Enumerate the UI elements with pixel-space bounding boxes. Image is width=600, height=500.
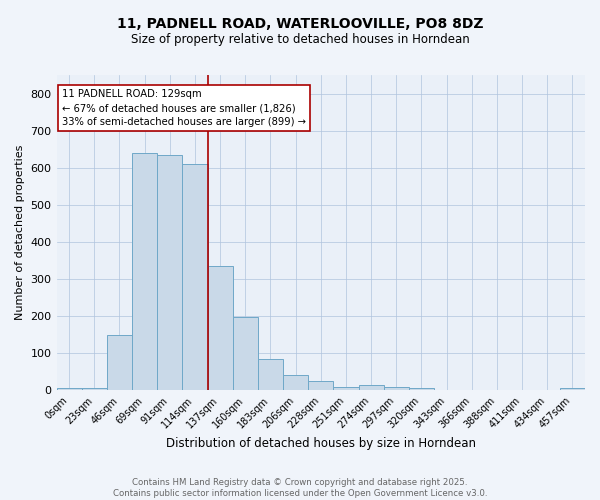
Bar bbox=[359, 386, 383, 390]
Text: 11, PADNELL ROAD, WATERLOOVILLE, PO8 8DZ: 11, PADNELL ROAD, WATERLOOVILLE, PO8 8DZ bbox=[117, 18, 483, 32]
Bar bbox=[409, 388, 434, 390]
X-axis label: Distribution of detached houses by size in Horndean: Distribution of detached houses by size … bbox=[166, 437, 476, 450]
Text: Size of property relative to detached houses in Horndean: Size of property relative to detached ho… bbox=[131, 32, 469, 46]
Bar bbox=[233, 317, 258, 390]
Bar bbox=[157, 154, 182, 390]
Bar bbox=[334, 386, 359, 390]
Bar bbox=[258, 359, 283, 390]
Bar bbox=[132, 153, 157, 390]
Bar bbox=[107, 336, 132, 390]
Bar bbox=[82, 388, 107, 390]
Bar bbox=[383, 388, 409, 390]
Bar bbox=[182, 164, 208, 390]
Bar bbox=[283, 374, 308, 390]
Text: Contains HM Land Registry data © Crown copyright and database right 2025.
Contai: Contains HM Land Registry data © Crown c… bbox=[113, 478, 487, 498]
Bar bbox=[56, 388, 82, 390]
Bar bbox=[560, 388, 585, 390]
Bar bbox=[208, 266, 233, 390]
Y-axis label: Number of detached properties: Number of detached properties bbox=[15, 145, 25, 320]
Text: 11 PADNELL ROAD: 129sqm
← 67% of detached houses are smaller (1,826)
33% of semi: 11 PADNELL ROAD: 129sqm ← 67% of detache… bbox=[62, 89, 306, 127]
Bar bbox=[308, 381, 334, 390]
